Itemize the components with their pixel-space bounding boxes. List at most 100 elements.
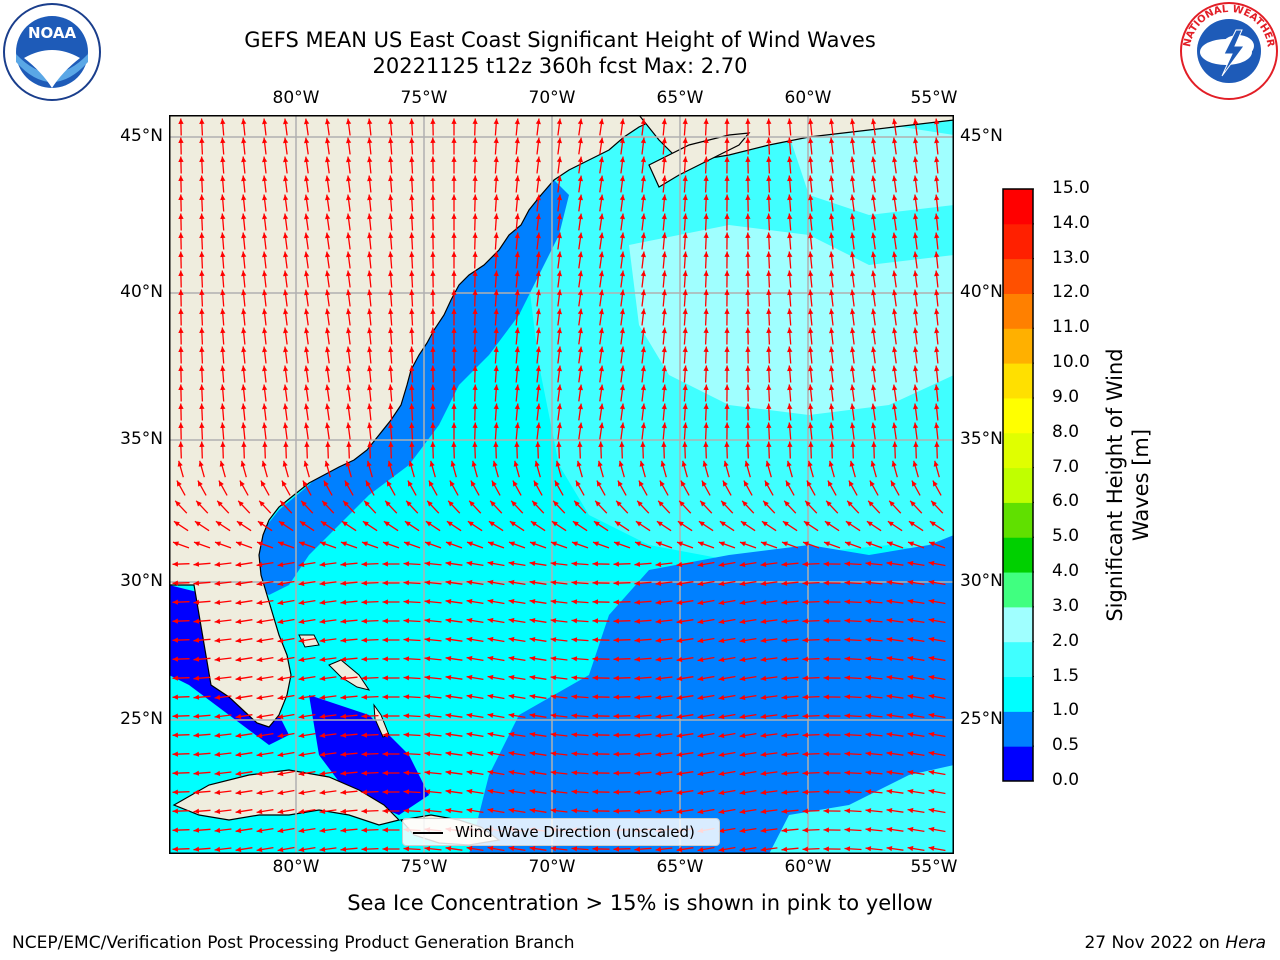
wave-direction-arrowhead <box>529 694 536 700</box>
wave-direction-arrowhead <box>529 675 536 681</box>
wave-direction-arrowhead <box>493 441 499 447</box>
wave-direction-arrowhead <box>493 403 499 410</box>
wave-direction-arrowhead <box>361 732 367 738</box>
wave-direction-arrowhead <box>304 213 310 220</box>
wave-direction-arrowhead <box>556 441 562 447</box>
wave-direction-arrowhead <box>550 732 557 738</box>
wave-direction-arrowhead <box>199 232 205 238</box>
wave-direction-arrowhead <box>508 598 515 605</box>
wave-direction-arrowhead <box>466 598 473 605</box>
wave-direction-arrowhead <box>718 809 725 815</box>
wave-direction-arrowhead <box>218 480 224 487</box>
wave-direction-arrowhead <box>718 657 725 663</box>
wave-direction-arrowhead <box>598 403 604 410</box>
wave-direction-arrowhead <box>571 580 578 586</box>
wave-direction-arrowhead <box>787 289 793 296</box>
wave-direction-arrowhead <box>241 327 247 334</box>
wave-direction-arrowhead <box>802 561 808 567</box>
wave-direction-arrowhead <box>719 521 726 527</box>
nova-scotia-land <box>648 132 751 188</box>
wave-direction-arrowhead <box>550 675 557 681</box>
wave-direction-arrowhead <box>508 788 515 795</box>
wave-direction-arrowhead <box>303 460 309 467</box>
wave-direction-arrowhead <box>493 365 499 372</box>
wave-direction-arrowhead <box>367 441 373 447</box>
wave-direction-arrowhead <box>466 769 473 776</box>
wave-direction-arrowhead <box>283 422 289 429</box>
wave-direction-arrowhead <box>928 750 935 756</box>
wave-direction-arrowhead <box>262 289 268 296</box>
wave-direction-arrowhead <box>214 751 221 757</box>
wave-direction-arrowhead <box>346 403 352 410</box>
wave-direction-arrowhead <box>508 655 515 662</box>
wave-direction-arrowhead <box>697 733 704 739</box>
wave-direction-arrowhead <box>556 137 562 144</box>
wave-direction-arrowhead <box>850 384 856 391</box>
wave-direction-arrowhead <box>928 674 935 680</box>
wave-direction-arrowhead <box>745 194 751 200</box>
wave-direction-arrowhead <box>425 541 431 547</box>
wave-direction-arrowhead <box>529 599 536 605</box>
wave-direction-arrowhead <box>178 365 184 371</box>
wave-direction-arrowhead <box>256 847 263 853</box>
wave-direction-arrowhead <box>702 460 708 467</box>
wave-direction-arrowhead <box>577 251 583 258</box>
wave-direction-arrowhead <box>362 541 368 547</box>
wave-direction-arrowhead <box>409 441 415 447</box>
wave-direction-arrowhead <box>298 694 305 701</box>
wave-direction-arrowhead <box>340 827 347 833</box>
wave-direction-arrowhead <box>676 637 683 644</box>
wave-direction-arrowhead <box>193 675 200 681</box>
wave-direction-arrowhead <box>808 327 814 334</box>
wave-direction-arrowhead <box>340 561 347 567</box>
wave-direction-arrowhead <box>640 175 646 182</box>
wave-direction-arrowhead <box>407 480 413 487</box>
wave-direction-arrowhead <box>424 808 431 814</box>
wave-direction-arrowhead <box>403 770 410 776</box>
wave-direction-arrowhead <box>535 232 541 239</box>
wave-direction-arrowhead <box>808 289 814 296</box>
wave-direction-arrowhead <box>235 789 242 796</box>
wave-direction-arrowhead <box>487 750 494 756</box>
wave-direction-arrowhead <box>655 713 662 719</box>
wave-direction-arrowhead <box>277 790 284 796</box>
wave-direction-arrowhead <box>865 808 872 814</box>
colorbar-segment <box>1003 676 1033 712</box>
wave-direction-arrowhead <box>592 675 598 681</box>
wave-direction-arrowhead <box>844 618 851 624</box>
wave-direction-arrowhead <box>724 403 730 409</box>
wave-direction-arrowhead <box>598 175 604 182</box>
wave-direction-arrowhead <box>214 770 221 776</box>
wave-direction-arrowhead <box>886 580 893 586</box>
wave-direction-arrowhead <box>928 560 935 566</box>
wave-direction-arrowhead <box>172 599 178 605</box>
wave-direction-arrowhead <box>928 655 935 661</box>
wave-direction-arrowhead <box>760 694 767 700</box>
wave-direction-arrowhead <box>724 346 730 352</box>
wave-direction-arrowhead <box>634 751 641 757</box>
wave-direction-arrowhead <box>619 308 625 315</box>
wave-direction-arrowhead <box>487 636 494 642</box>
wave-direction-arrowhead <box>577 403 583 410</box>
wave-direction-arrowhead <box>634 770 641 776</box>
wave-direction-arrowhead <box>682 422 688 429</box>
wave-direction-arrowhead <box>760 808 767 814</box>
wave-direction-arrowhead <box>277 828 284 834</box>
wave-direction-arrowhead <box>514 441 520 447</box>
lon-label-top: 65°W <box>656 88 704 108</box>
wave-direction-arrowhead <box>886 637 893 643</box>
colorbar-frame <box>1002 188 1034 782</box>
wave-direction-arrowhead <box>745 156 751 162</box>
wave-direction-arrowhead <box>781 675 788 681</box>
wave-direction-arrowhead <box>196 500 202 507</box>
wave-direction-arrowhead <box>262 270 268 277</box>
wave-direction-arrowhead <box>574 500 580 507</box>
wave-direction-arrowhead <box>848 480 854 487</box>
wave-direction-arrowhead <box>451 403 457 409</box>
wave-direction-arrowhead <box>907 769 914 776</box>
wave-direction-arrowhead <box>907 712 914 719</box>
wave-direction-arrowhead <box>424 580 431 586</box>
lon-label-bottom: 55°W <box>910 857 958 877</box>
wave-direction-arrowhead <box>571 599 578 605</box>
wave-direction-arrowhead <box>823 580 829 586</box>
